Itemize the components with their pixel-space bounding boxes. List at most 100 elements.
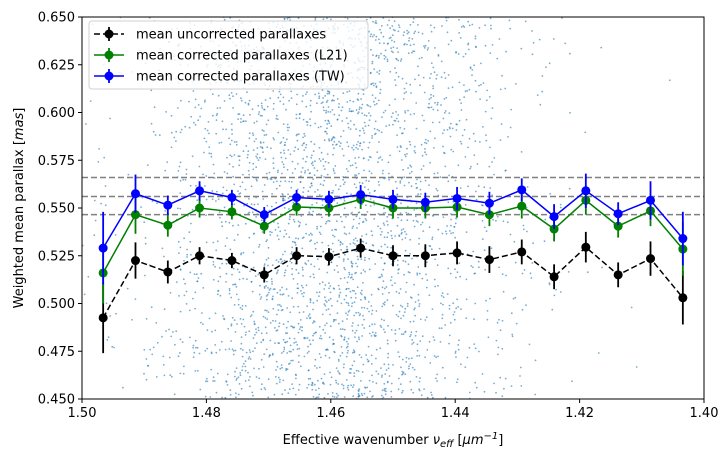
scatter-point — [421, 114, 424, 117]
scatter-point — [520, 47, 523, 50]
scatter-point — [183, 237, 186, 240]
scatter-point — [350, 296, 353, 299]
scatter-point — [145, 358, 148, 360]
scatter-point — [206, 329, 209, 331]
scatter-point — [289, 311, 292, 314]
scatter-point — [404, 307, 407, 310]
scatter-point — [336, 202, 339, 204]
scatter-point — [363, 132, 366, 135]
scatter-point — [419, 180, 422, 183]
scatter-point — [397, 59, 400, 62]
scatter-point — [369, 71, 372, 74]
scatter-point — [151, 353, 154, 356]
scatter-point — [298, 117, 301, 120]
scatter-point — [445, 19, 448, 22]
scatter-point — [326, 99, 329, 102]
scatter-point — [312, 339, 314, 342]
scatter-point — [419, 318, 422, 321]
scatter-point — [364, 296, 366, 299]
scatter-point — [272, 295, 274, 298]
data-point — [259, 221, 269, 231]
scatter-point — [412, 50, 414, 52]
scatter-point — [382, 212, 385, 215]
scatter-point — [192, 297, 194, 300]
scatter-point — [448, 304, 451, 307]
data-point — [292, 192, 302, 202]
scatter-point — [418, 243, 420, 245]
scatter-point — [403, 184, 406, 187]
scatter-point — [241, 305, 244, 307]
scatter-point — [473, 64, 475, 67]
scatter-point — [178, 295, 180, 297]
scatter-point — [331, 109, 334, 111]
scatter-point — [408, 37, 411, 40]
scatter-point — [174, 343, 176, 346]
scatter-point — [486, 318, 489, 321]
scatter-point — [372, 82, 374, 84]
scatter-point — [204, 99, 206, 102]
scatter-point — [484, 268, 487, 271]
scatter-point — [424, 356, 426, 359]
scatter-point — [381, 389, 384, 392]
scatter-point — [441, 317, 444, 320]
scatter-point — [372, 200, 375, 203]
scatter-point — [434, 258, 436, 261]
scatter-point — [338, 373, 341, 375]
scatter-point — [344, 268, 346, 271]
scatter-point — [231, 273, 233, 276]
scatter-point — [318, 158, 321, 160]
scatter-point — [423, 45, 425, 48]
scatter-point — [248, 379, 250, 381]
scatter-point — [398, 26, 401, 29]
scatter-point — [289, 215, 291, 218]
scatter-point — [395, 71, 398, 74]
scatter-point — [213, 380, 216, 382]
scatter-point — [361, 235, 363, 237]
scatter-point — [355, 174, 358, 177]
scatter-point — [221, 262, 224, 265]
scatter-point — [467, 43, 469, 46]
scatter-point — [457, 53, 460, 55]
scatter-point — [425, 316, 428, 319]
scatter-point — [388, 178, 390, 181]
scatter-point — [402, 259, 405, 262]
scatter-point — [333, 141, 336, 143]
scatter-point — [229, 143, 232, 146]
scatter-point — [310, 263, 313, 266]
scatter-point — [168, 328, 170, 331]
scatter-point — [534, 393, 537, 396]
scatter-point — [436, 264, 439, 267]
scatter-point — [292, 359, 294, 362]
scatter-point — [233, 239, 236, 242]
scatter-point — [495, 391, 497, 394]
scatter-point — [349, 243, 352, 245]
scatter-point — [242, 114, 245, 117]
scatter-point — [205, 214, 208, 217]
scatter-point — [301, 329, 303, 332]
scatter-point — [430, 106, 433, 109]
scatter-point — [347, 302, 350, 305]
scatter-point — [346, 91, 349, 93]
scatter-point — [409, 23, 412, 26]
scatter-point — [446, 225, 448, 227]
scatter-point — [381, 305, 384, 308]
scatter-point — [235, 379, 238, 381]
scatter-point — [450, 148, 453, 151]
scatter-point — [559, 291, 562, 293]
scatter-point — [430, 391, 432, 394]
scatter-point — [326, 127, 328, 130]
x-axis-label-sub: eff — [440, 439, 455, 450]
scatter-point — [253, 232, 256, 235]
scatter-point — [252, 149, 255, 152]
scatter-point — [143, 348, 146, 351]
scatter-point — [230, 139, 233, 142]
scatter-point — [239, 306, 242, 309]
scatter-point — [145, 378, 148, 381]
scatter-point — [398, 310, 401, 313]
scatter-point — [331, 392, 334, 394]
scatter-point — [287, 320, 289, 323]
scatter-point — [318, 97, 321, 100]
scatter-point — [233, 319, 236, 321]
scatter-point — [373, 218, 376, 220]
scatter-point — [300, 290, 302, 292]
